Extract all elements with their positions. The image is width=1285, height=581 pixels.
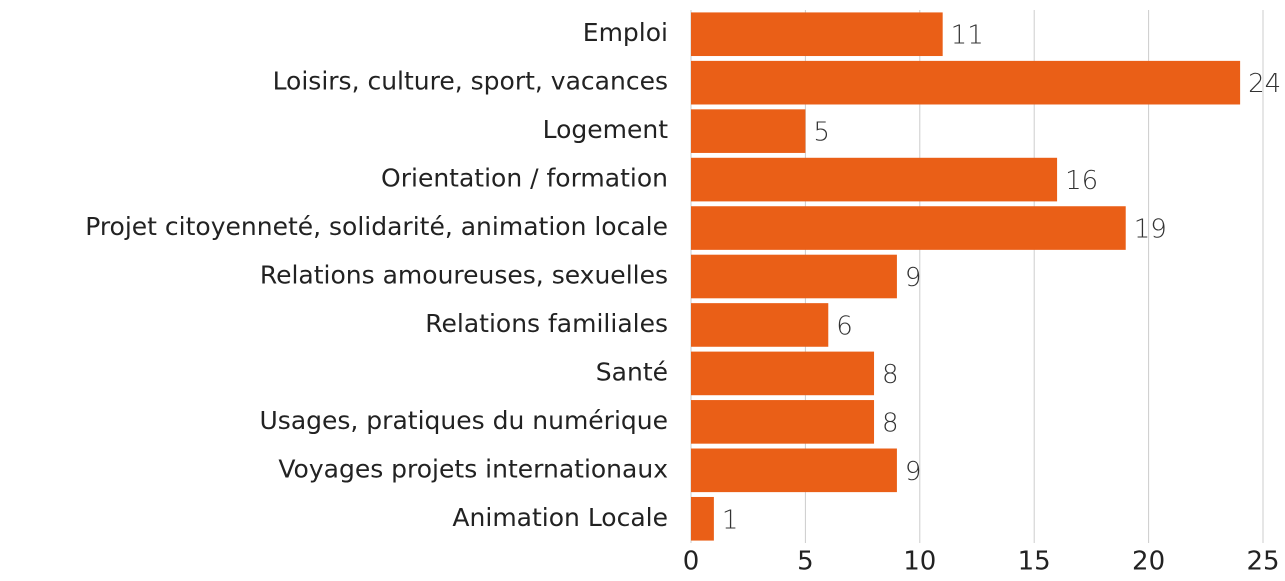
value-label: 11 (951, 21, 984, 51)
y-tick-label: Projet citoyenneté, solidarité, animatio… (85, 212, 668, 241)
value-label: 1 (722, 505, 739, 535)
x-tick-label: 5 (797, 547, 814, 577)
x-tick-label: 25 (1246, 547, 1279, 577)
y-tick-label: Orientation / formation (381, 164, 668, 193)
bar (691, 303, 829, 347)
value-label: 19 (1134, 215, 1167, 245)
value-label: 8 (882, 360, 899, 390)
value-label: 8 (882, 408, 899, 438)
value-label: 9 (905, 457, 922, 487)
value-label: 9 (905, 263, 922, 293)
value-label: 6 (836, 311, 853, 341)
bar (691, 448, 897, 493)
x-tick-label: 20 (1132, 547, 1165, 577)
y-tick-label: Relations amoureuses, sexuelles (260, 261, 668, 290)
bar (691, 351, 875, 396)
bar (691, 206, 1126, 250)
y-tick-label: Santé (596, 357, 668, 386)
bar (691, 12, 943, 57)
x-tick-label: 15 (1018, 547, 1051, 577)
y-tick-label: Logement (543, 115, 669, 144)
x-tick-label: 10 (903, 547, 936, 577)
value-label: 5 (813, 118, 830, 148)
y-tick-label: Loisirs, culture, sport, vacances (273, 67, 668, 96)
bar (691, 400, 875, 444)
y-tick-label: Usages, pratiques du numérique (260, 406, 669, 435)
y-tick-label: Relations familiales (425, 309, 668, 338)
bar (691, 254, 897, 299)
bar (691, 157, 1058, 202)
value-label: 24 (1248, 69, 1281, 99)
y-tick-label: Voyages projets internationaux (278, 454, 668, 483)
x-tick-label: 0 (683, 547, 700, 577)
bar (691, 109, 806, 153)
value-label: 16 (1065, 166, 1098, 196)
bar (691, 496, 714, 541)
bar (691, 60, 1241, 105)
y-tick-label: Animation Locale (452, 503, 668, 532)
y-tick-label: Emploi (583, 18, 668, 47)
